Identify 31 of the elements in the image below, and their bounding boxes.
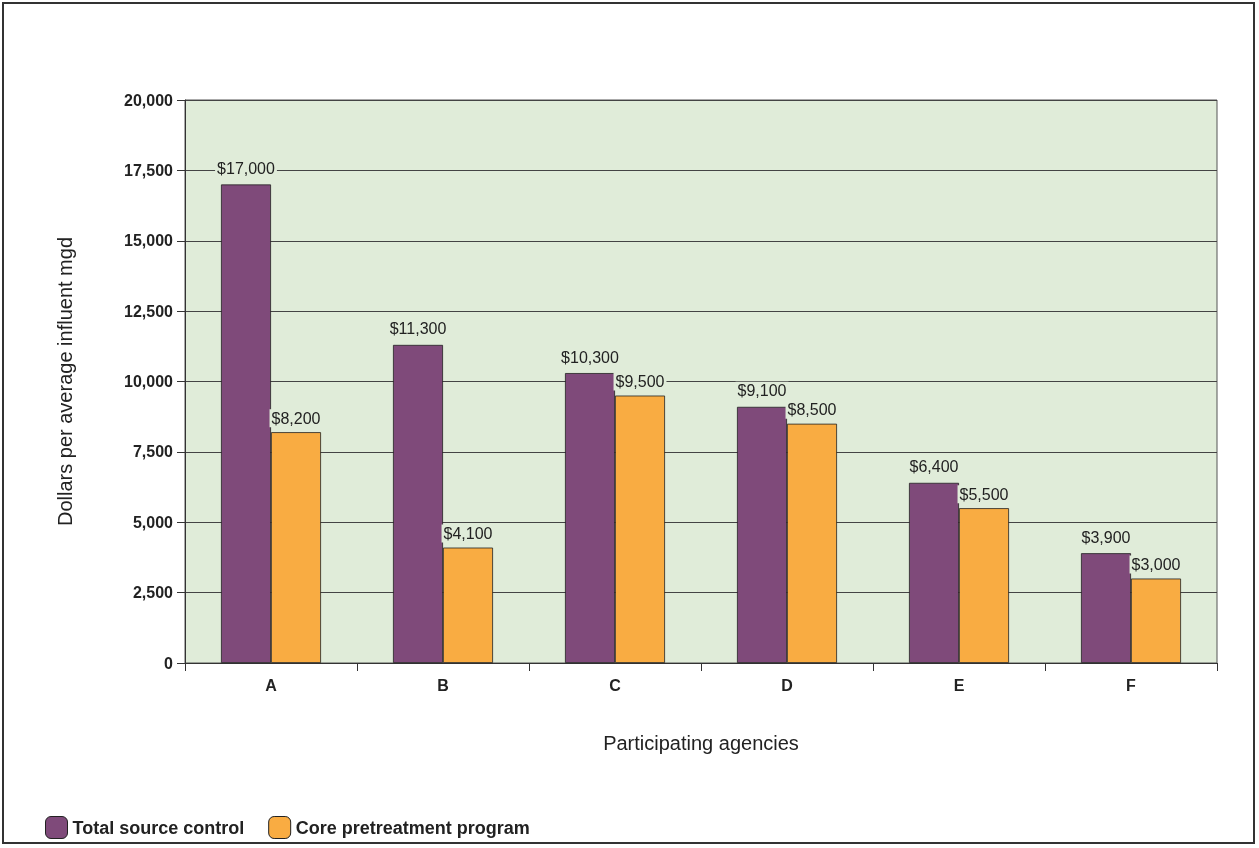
x-tick-label: C xyxy=(609,676,622,694)
legend-label: Core pretreatment program xyxy=(295,817,530,838)
x-tick-label: D xyxy=(781,676,793,694)
y-axis-title: Dollars per average influent mgd xyxy=(54,236,76,527)
x-axis-title: Participating agencies xyxy=(603,732,799,754)
data-label: $3,900 xyxy=(1081,528,1131,546)
y-tick-label: 12,500 xyxy=(124,302,174,320)
data-label: $11,300 xyxy=(389,320,447,338)
x-tick-label: F xyxy=(1126,676,1137,694)
y-tick-label: 15,000 xyxy=(124,232,174,250)
y-tick-label: 10,000 xyxy=(124,373,174,390)
x-tick-label: A xyxy=(265,676,278,694)
data-label: $8,200 xyxy=(271,409,321,427)
data-label: $9,100 xyxy=(737,382,787,400)
y-tick-label: 17,500 xyxy=(124,161,174,179)
data-label: $6,400 xyxy=(909,458,959,476)
data-label: $4,100 xyxy=(443,525,493,543)
y-tick-label: 2,500 xyxy=(132,584,174,602)
data-label: $3,000 xyxy=(1131,556,1181,574)
data-label: $17,000 xyxy=(217,159,276,177)
y-tick-label: 20,000 xyxy=(124,91,174,109)
y-tick-label: 5,000 xyxy=(132,513,174,531)
data-label: $8,500 xyxy=(787,401,837,419)
data-label: $9,500 xyxy=(615,373,665,391)
y-tick-label: 7,500 xyxy=(132,443,174,461)
data-label: $10,300 xyxy=(561,348,620,366)
x-tick-label: B xyxy=(437,676,449,694)
legend-label: Total source control xyxy=(72,817,245,838)
y-tick-label: 0 xyxy=(164,654,174,672)
data-label: $5,500 xyxy=(959,485,1009,503)
x-tick-label: E xyxy=(953,676,965,694)
